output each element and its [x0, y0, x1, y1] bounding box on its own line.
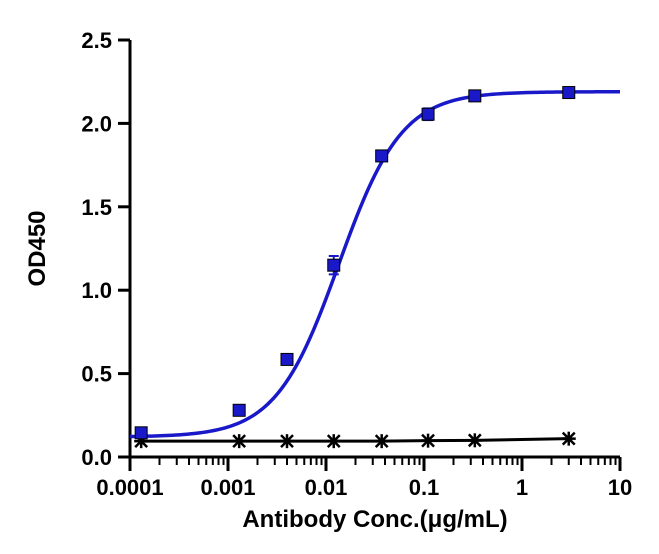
- svg-text:2.5: 2.5: [81, 28, 112, 53]
- svg-text:0.0: 0.0: [81, 445, 112, 470]
- svg-text:OD450: OD450: [24, 210, 51, 286]
- svg-text:0.01: 0.01: [305, 475, 348, 500]
- svg-text:10: 10: [608, 475, 632, 500]
- svg-text:0.1: 0.1: [409, 475, 440, 500]
- dose-response-chart: 0.0 0.5 1.0 1.5 2.0 2.5 0.0001 0.001 0.01 0.1 1 10 O…: [0, 0, 659, 554]
- svg-text:0.0001: 0.0001: [96, 475, 163, 500]
- svg-text:Antibody Conc.(μg/mL): Antibody Conc.(μg/mL): [242, 506, 507, 533]
- svg-text:0.001: 0.001: [200, 475, 255, 500]
- svg-text:0.5: 0.5: [81, 362, 112, 387]
- svg-text:1.0: 1.0: [81, 278, 112, 303]
- chart-container: 0.0 0.5 1.0 1.5 2.0 2.5 0.0001 0.001 0.01 0.1 1 10 O…: [0, 0, 659, 554]
- svg-text:1.5: 1.5: [81, 195, 112, 220]
- svg-text:1: 1: [516, 475, 528, 500]
- svg-text:2.0: 2.0: [81, 111, 112, 136]
